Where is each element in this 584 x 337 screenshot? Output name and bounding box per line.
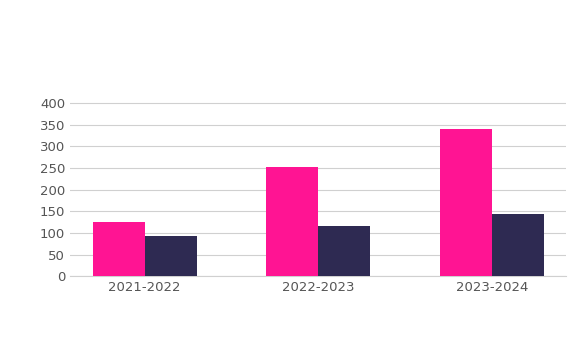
Bar (318, 226, 370, 276)
Bar (145, 236, 197, 276)
Bar (93, 222, 145, 276)
Bar (440, 129, 492, 276)
Bar (492, 214, 544, 276)
Bar (266, 167, 318, 276)
